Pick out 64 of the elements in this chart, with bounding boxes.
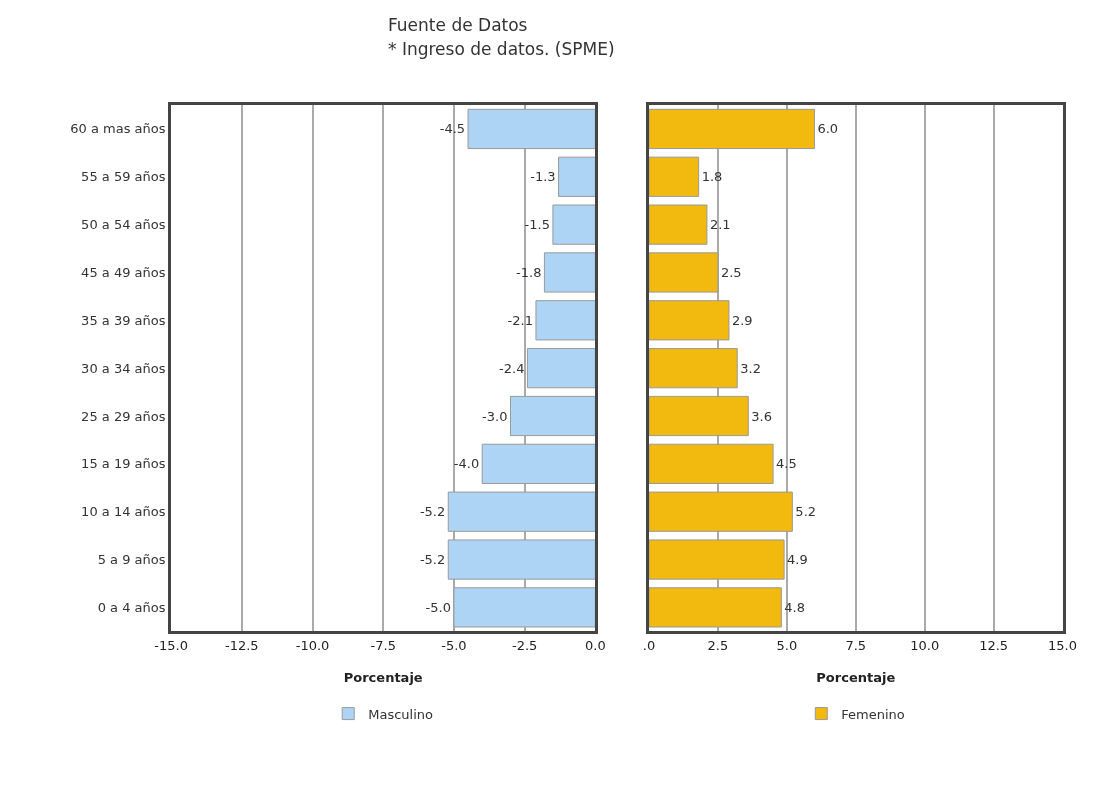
x-tick-label: -15.0 <box>154 637 188 653</box>
x-tick-label: 10.0 <box>910 637 940 653</box>
data-label: 6.0 <box>817 121 839 137</box>
x-axis-title: Porcentaje <box>343 670 423 686</box>
x-tick-label: 7.5 <box>845 637 867 653</box>
data-label: 4.8 <box>784 599 806 615</box>
bar <box>649 539 785 580</box>
data-label: 3.2 <box>740 360 761 376</box>
x-tick-label: 15.0 <box>1048 637 1077 653</box>
data-label: -1.3 <box>530 169 556 185</box>
x-tick-label: -5.0 <box>441 637 467 653</box>
data-label: 1.8 <box>701 169 723 185</box>
data-label: -4.5 <box>439 121 466 137</box>
bar <box>649 204 708 245</box>
y-tick-label: 55 a 59 años <box>81 169 166 185</box>
y-tick-label: 50 a 54 años <box>81 217 166 233</box>
y-tick-label: 10 a 14 años <box>81 504 166 520</box>
x-tick-label: 5.0 <box>776 637 798 653</box>
x-tick-label: 2.5 <box>707 637 729 653</box>
legend-label: Femenino <box>841 706 905 722</box>
data-label: -5.2 <box>419 552 446 568</box>
data-label: -5.0 <box>425 599 451 615</box>
data-label: 2.1 <box>709 217 731 233</box>
x-tick-label: -10.0 <box>295 637 330 653</box>
x-tick-label: -12.5 <box>224 637 259 653</box>
data-label: -2.1 <box>507 312 533 328</box>
x-tick-label: -7.5 <box>370 637 396 653</box>
data-label: 5.2 <box>795 504 817 520</box>
y-tick-label: 15 a 19 años <box>81 456 166 472</box>
data-label: -3.0 <box>482 408 508 424</box>
chart-subtitle: * Ingreso de datos. (SPME) <box>388 39 615 59</box>
data-label: 4.9 <box>787 552 808 568</box>
data-label: -1.5 <box>524 217 550 233</box>
y-tick-label: 60 a mas años <box>70 121 166 137</box>
bar <box>649 443 774 484</box>
bar <box>649 491 793 532</box>
bar <box>649 348 738 389</box>
y-tick-label: 25 a 29 años <box>81 408 166 424</box>
data-label: -4.0 <box>453 456 480 472</box>
y-tick-label: 30 a 34 años <box>81 360 166 376</box>
bar <box>649 156 700 197</box>
x-tick-label: 0.0 <box>584 637 606 653</box>
data-label: 2.5 <box>720 264 742 280</box>
y-tick-label: 5 a 9 años <box>97 552 166 568</box>
chart-title: Fuente de Datos <box>388 15 528 35</box>
data-label: 3.6 <box>751 408 772 424</box>
x-tick-label: .0 <box>642 637 656 653</box>
x-tick-label: -2.5 <box>511 637 538 653</box>
bar <box>649 300 730 341</box>
y-tick-label: 35 a 39 años <box>81 312 166 328</box>
data-label: 2.9 <box>731 312 753 328</box>
x-axis-title: Porcentaje <box>816 670 896 686</box>
data-label: -2.4 <box>499 360 525 376</box>
y-tick-label: 45 a 49 años <box>81 265 166 281</box>
legend-label: Masculino <box>368 706 434 722</box>
data-label: -1.8 <box>516 264 542 280</box>
data-label: -5.2 <box>419 504 446 520</box>
bar <box>649 587 782 628</box>
y-tick-label: 0 a 4 años <box>97 599 166 615</box>
bar <box>649 395 749 437</box>
bar <box>649 252 719 293</box>
bar <box>649 108 815 150</box>
x-tick-label: 12.5 <box>979 637 1009 653</box>
data-label: 4.5 <box>776 456 797 472</box>
